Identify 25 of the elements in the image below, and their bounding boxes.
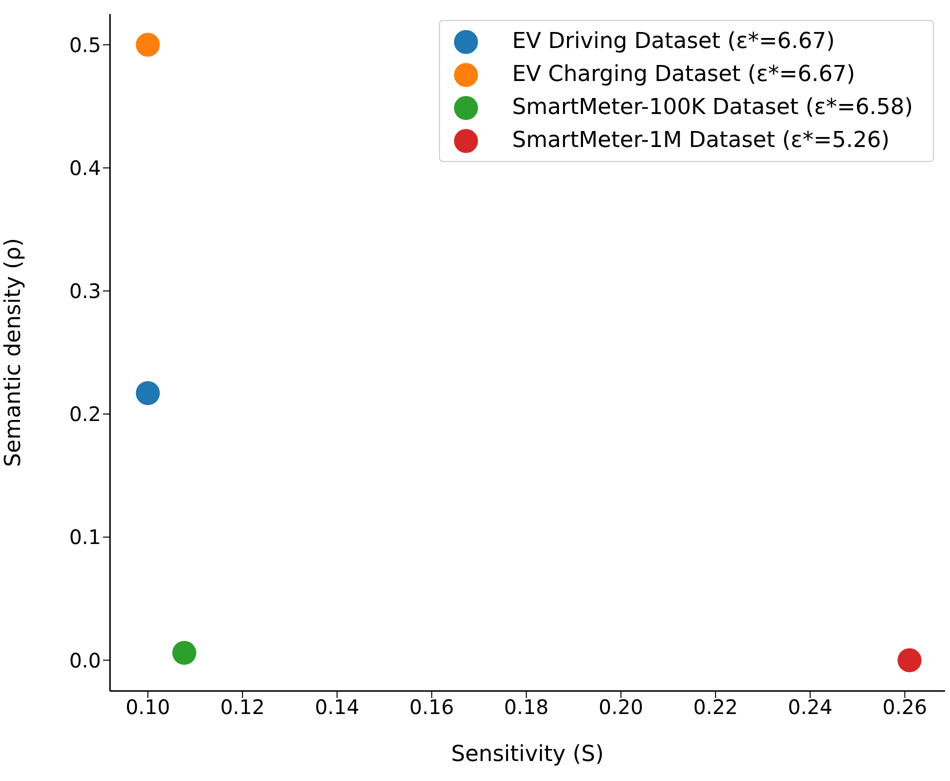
legend-label: SmartMeter-1M Dataset (ε*=5.26) [512, 127, 890, 155]
y-axis-title: Semantic density (ρ) [0, 238, 26, 467]
y-tick-label: 0.2 [69, 402, 101, 426]
y-tick-label: 0.3 [69, 279, 101, 304]
y-tick-label: 0.5 [69, 32, 101, 57]
x-tick-label: 0.26 [882, 695, 928, 720]
x-tick-label: 0.24 [788, 695, 832, 720]
legend-label: EV Driving Dataset (ε*=6.67) [512, 28, 835, 56]
y-tick-label: 0.4 [69, 156, 101, 180]
y-tick-label: 0.0 [69, 648, 101, 672]
x-tick-label: 0.12 [220, 695, 265, 720]
x-tick-label: 0.18 [504, 695, 549, 720]
legend-label: EV Charging Dataset (ε*=6.67) [512, 61, 856, 89]
x-tick-label: 0.14 [314, 695, 360, 720]
point [136, 32, 160, 57]
point [172, 640, 196, 665]
x-tick-label: 0.10 [126, 695, 170, 720]
x-tick-label: 0.20 [598, 695, 644, 720]
point [898, 648, 922, 672]
legend-label: SmartMeter-100K Dataset (ε*=6.58) [512, 94, 913, 122]
x-axis-title: Sensitivity (S) [451, 742, 604, 767]
x-tick-label: 0.22 [693, 695, 738, 720]
point [136, 381, 160, 406]
y-tick-label: 0.1 [69, 525, 101, 550]
x-tick-label: 0.16 [409, 695, 454, 720]
